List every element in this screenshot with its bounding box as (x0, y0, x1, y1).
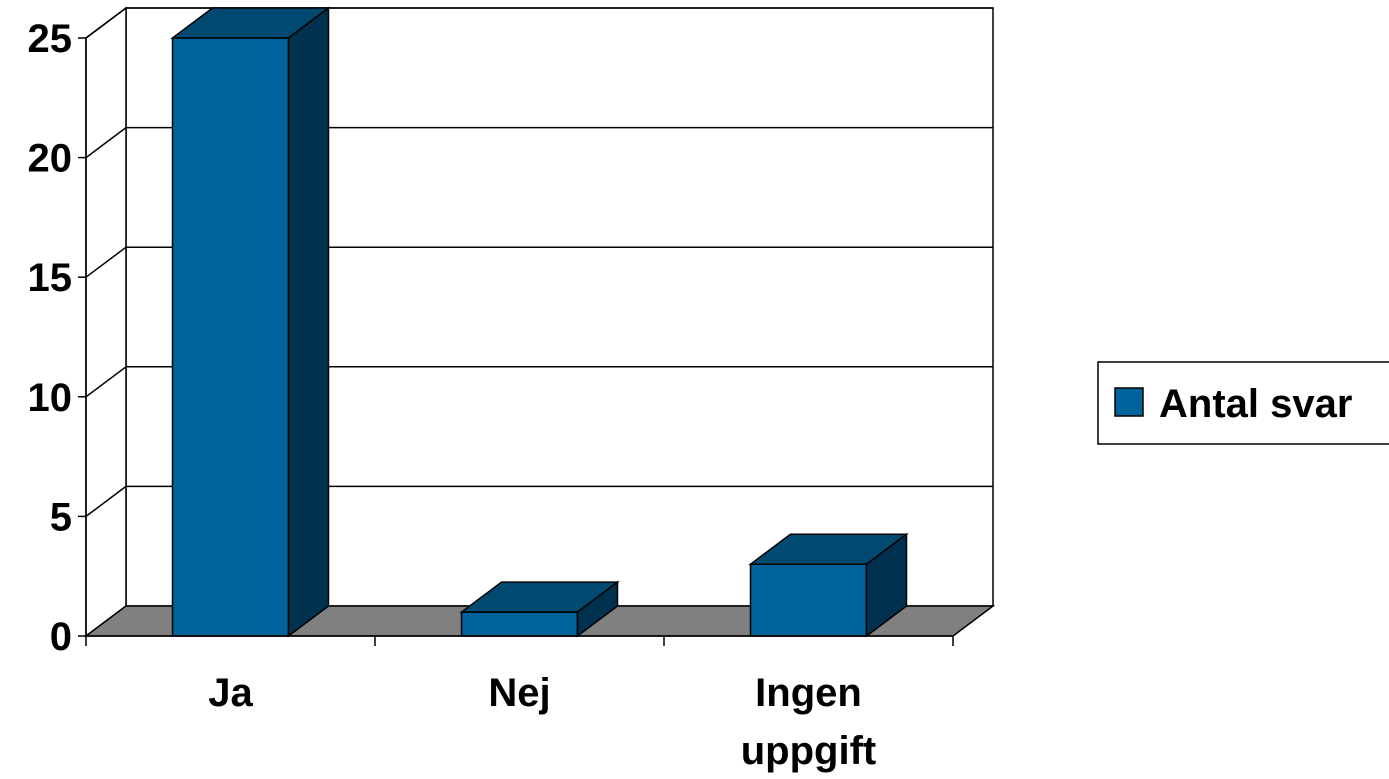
x-tick-label: Nej (488, 671, 550, 715)
bar (459, 580, 620, 638)
x-tick-label-line: Ingen (755, 671, 862, 715)
gridline-side (85, 485, 127, 518)
x-axis: Ja Nej Ingen uppgift (85, 635, 954, 773)
y-tick-label: 15 (28, 256, 73, 300)
gridline-side (85, 126, 127, 159)
x-tick-label: Ingen uppgift (741, 671, 877, 773)
bar-front (460, 611, 579, 637)
chart-bars (170, 6, 909, 638)
x-tick-label-line: Nej (488, 671, 550, 715)
y-tick-label: 5 (50, 495, 72, 539)
bar-side (287, 6, 330, 638)
bar-front (171, 37, 290, 637)
bar (170, 6, 331, 638)
bar (748, 532, 909, 638)
x-tick-label-line: Ja (208, 671, 253, 715)
y-axis: 0 5 10 15 20 25 (28, 17, 87, 659)
legend-label: Antal svar (1159, 382, 1352, 426)
legend: Antal svar (1097, 361, 1389, 445)
legend-swatch (1114, 387, 1144, 417)
gridline-side (85, 366, 127, 398)
gridline-side (85, 7, 127, 39)
y-tick-label: 0 (50, 615, 72, 659)
x-tick-label: Ja (208, 671, 253, 715)
legend-box (1097, 361, 1389, 445)
y-tick-label: 20 (28, 137, 73, 181)
bar-side (576, 580, 619, 638)
side-wall (85, 6, 127, 638)
gridline-side (85, 246, 127, 278)
x-tick-label-line: uppgift (741, 729, 877, 773)
y-tick-label: 10 (28, 376, 73, 420)
bar-front (749, 563, 868, 637)
bar-side (865, 532, 908, 638)
y-tick-label: 25 (28, 17, 73, 61)
